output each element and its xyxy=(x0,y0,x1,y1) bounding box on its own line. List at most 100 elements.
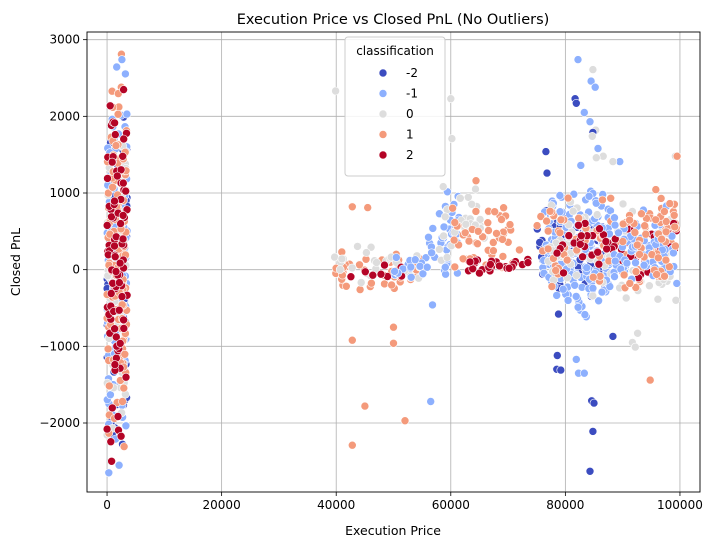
scatter-point xyxy=(118,397,127,406)
scatter-point xyxy=(589,398,599,408)
scatter-point xyxy=(119,85,128,94)
scatter-point xyxy=(574,213,584,223)
legend-marker xyxy=(378,109,388,119)
scatter-point xyxy=(631,267,641,276)
scatter-point xyxy=(115,339,125,348)
scatter-point xyxy=(112,332,121,342)
scatter-point xyxy=(559,268,568,278)
scatter-point xyxy=(117,292,127,301)
scatter-point xyxy=(606,194,616,203)
scatter-point xyxy=(579,368,589,378)
scatter-point xyxy=(367,278,376,288)
scatter-point xyxy=(656,194,666,203)
scatter-point xyxy=(625,215,634,225)
axis-ticks: 0 20000 40000 60000 80000 100000−2000−1000010… xyxy=(39,33,702,512)
scatter-point xyxy=(625,279,635,288)
scatter-point xyxy=(571,355,581,364)
y-tick-label: −1000 xyxy=(39,339,80,353)
legend-marker xyxy=(378,68,388,78)
scatter-point xyxy=(504,263,514,273)
scatter-point xyxy=(102,424,112,434)
x-tick-label: 80000 xyxy=(546,498,584,512)
scatter-point xyxy=(590,82,600,92)
scatter-point xyxy=(657,234,666,244)
scatter-point xyxy=(439,222,449,232)
scatter-point xyxy=(447,134,457,143)
scatter-point xyxy=(110,360,120,369)
scatter-point xyxy=(556,365,566,375)
scatter-point xyxy=(428,300,437,310)
y-tick-label: 1000 xyxy=(49,186,80,200)
legend-entries: -2 -1 0 1 2 xyxy=(378,66,418,162)
scatter-point xyxy=(579,108,589,117)
scatter-point xyxy=(598,151,608,161)
scatter-point xyxy=(110,241,119,251)
scatter-point xyxy=(618,199,628,209)
scatter-point xyxy=(465,257,475,267)
scatter-point xyxy=(448,203,457,213)
y-tick-label: 3000 xyxy=(49,33,80,47)
scatter-point xyxy=(588,65,598,74)
scatter-point xyxy=(119,324,129,333)
scatter-point xyxy=(347,202,357,212)
scatter-point xyxy=(121,372,131,382)
scatter-point xyxy=(670,222,680,232)
scatter-point xyxy=(337,254,347,264)
scatter-point xyxy=(665,199,675,208)
scatter-point xyxy=(114,460,124,470)
scatter-point xyxy=(645,375,655,385)
scatter-point xyxy=(652,270,661,279)
scatter-point xyxy=(545,207,555,216)
scatter-point xyxy=(593,144,603,153)
scatter-point xyxy=(672,151,682,161)
scatter-point xyxy=(410,255,420,265)
x-tick-label: 0 xyxy=(103,498,111,512)
scatter-point xyxy=(104,468,114,478)
scatter-point xyxy=(341,281,351,291)
scatter-point xyxy=(471,176,481,185)
scatter-point xyxy=(653,253,663,263)
scatter-point xyxy=(555,228,565,238)
scatter-point xyxy=(119,315,128,325)
scatter-point xyxy=(610,213,619,222)
scatter-point xyxy=(608,332,618,341)
scatter-point xyxy=(116,219,125,228)
scatter-point xyxy=(389,322,398,332)
scatter-point xyxy=(475,215,485,224)
scatter-point xyxy=(592,210,602,219)
scatter-point xyxy=(523,258,533,267)
scatter-point xyxy=(602,244,612,254)
scatter-point xyxy=(107,456,116,466)
scatter-point xyxy=(571,99,581,108)
scatter-point xyxy=(578,252,587,262)
scatter-point xyxy=(471,207,481,216)
scatter-point xyxy=(111,141,121,150)
scatter-point xyxy=(471,184,480,194)
scatter-point xyxy=(486,260,495,269)
scatter-point xyxy=(572,271,581,280)
legend-title: classification xyxy=(356,44,434,58)
data-points xyxy=(102,49,682,478)
scatter-point xyxy=(563,296,573,305)
scatter-point xyxy=(117,55,127,64)
scatter-point xyxy=(424,233,433,242)
scatter-point xyxy=(455,194,465,203)
scatter-point xyxy=(614,228,623,238)
scatter-point xyxy=(608,157,618,166)
scatter-point xyxy=(110,196,119,206)
scatter-point xyxy=(446,94,456,103)
scatter-point xyxy=(564,231,574,240)
scatter-point xyxy=(391,253,401,262)
scatter-point xyxy=(547,282,557,291)
scatter-point xyxy=(390,267,399,276)
y-tick-label: 2000 xyxy=(49,109,80,123)
scatter-point xyxy=(347,440,357,450)
scatter-point xyxy=(440,262,450,272)
scatter-point xyxy=(573,55,583,64)
scatter-point xyxy=(552,351,562,360)
scatter-point xyxy=(115,258,125,268)
scatter-point xyxy=(585,466,595,476)
scatter-point xyxy=(483,218,493,227)
scatter-point xyxy=(118,152,127,161)
